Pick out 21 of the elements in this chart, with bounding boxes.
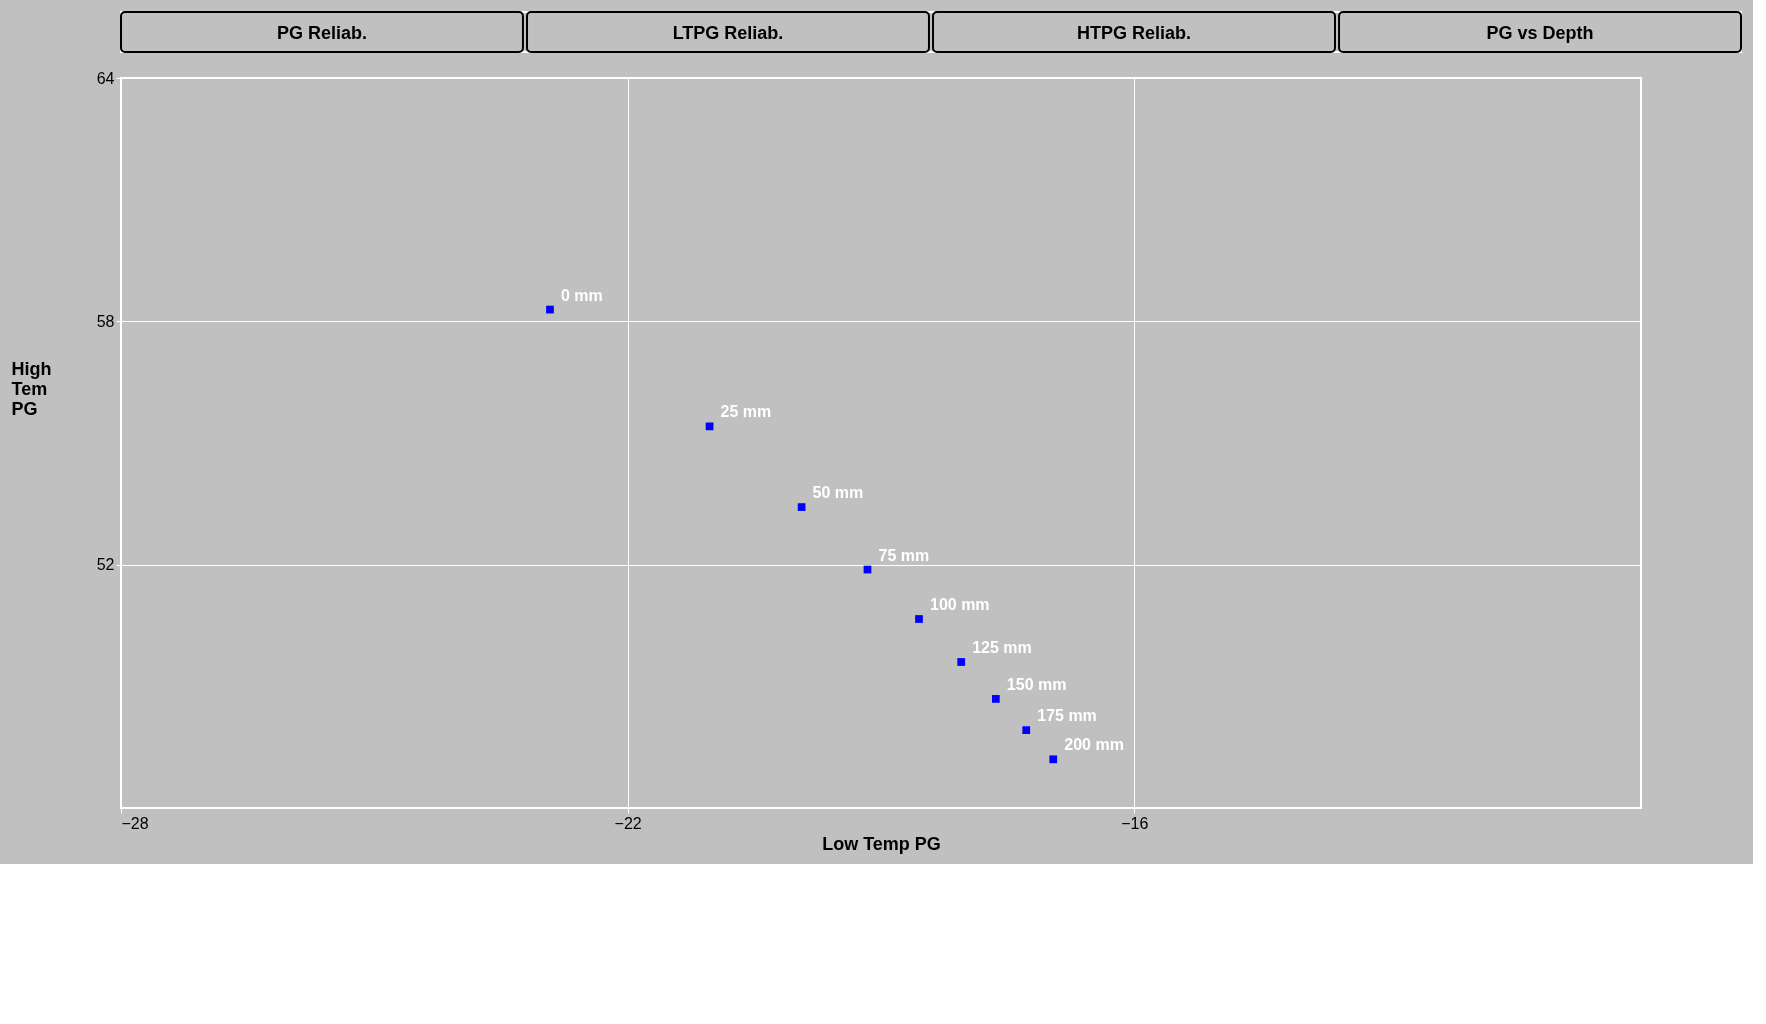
x-axis-title: Low Temp PG [822, 833, 941, 854]
y-tick-label: 64 [96, 69, 115, 87]
x-tick-label: −16 [1121, 814, 1149, 832]
annotation: 50 mm [812, 484, 864, 502]
annotation: 75 mm [878, 546, 930, 564]
x-tick-label: −28 [121, 814, 149, 832]
text: PG Reliab. [276, 23, 367, 43]
text: LTPG Reliab. [672, 23, 784, 43]
x-tick-label: −22 [614, 814, 642, 832]
annotation: 125 mm [972, 639, 1032, 656]
annotation: 100 mm [930, 596, 990, 614]
annotation: 0 mm [560, 286, 603, 304]
y-axis-title: High Tem PG [11, 358, 52, 419]
y-tick-label: 58 [96, 312, 115, 330]
y-tick-label: 52 [96, 556, 115, 574]
text: HTPG Reliab. [1076, 23, 1192, 43]
text: PG vs Depth [1486, 23, 1594, 43]
annotation: 175 mm [1037, 707, 1097, 725]
annotation: 200 mm [1064, 736, 1124, 754]
annotation: 25 mm [720, 403, 772, 421]
annotation: 150 mm [1006, 675, 1067, 693]
